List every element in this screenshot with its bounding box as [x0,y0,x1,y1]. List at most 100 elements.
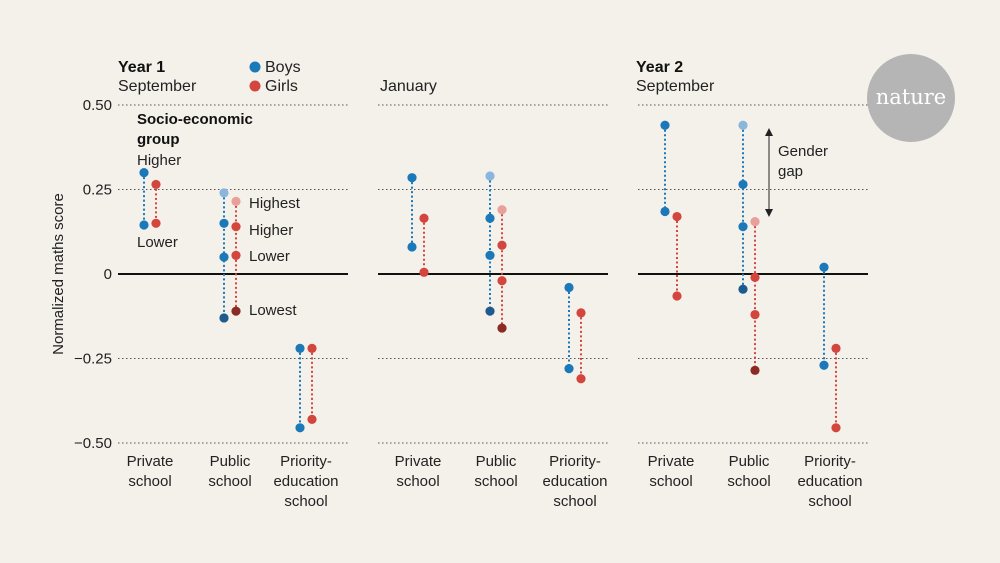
x-category-label: Priority-education school [797,453,862,510]
panel-1-subtitle: September [118,78,197,95]
x-category-label: Private school [395,453,442,490]
girls-point-higher [672,211,682,222]
boys-point-lowest [485,306,495,316]
x-category-label: Priority-education school [542,453,607,510]
x-category-label-line: Priority- [549,453,601,470]
girls-point-lower [831,423,841,433]
legend-girls-label: Girls [265,78,298,95]
boys-point-lower [819,360,829,370]
x-category-label: Priority-education school [273,453,338,510]
x-category-label-line: Private [127,453,174,470]
x-category-label-line: Priority- [280,453,332,470]
y-axis: Normalized maths score 0.50 0.25 0 −0.25 −0.… [50,97,112,452]
ses-group-title-line1: Socio-economic [137,111,253,128]
boys-point-higher [485,213,495,223]
ses-higher-label-public: Higher [249,222,293,239]
legend-boys-marker [249,61,261,73]
girls-point-highest [497,205,507,215]
ses-highest-label: Highest [249,195,301,212]
ses-lower-label: Lower [137,234,178,251]
y-tick-label: 0 [104,266,112,283]
boys-point-highest [738,120,748,130]
boys-point-higher [407,173,417,183]
girls-point-higher [831,343,841,353]
boys-point-lower [139,220,149,230]
y-tick-label: 0.50 [83,97,112,114]
nature-logo-circle [867,54,955,142]
x-category-label-line: Public [476,453,517,470]
gender-gap-label-line2: gap [778,163,803,180]
boys-point-higher [819,262,829,272]
x-category-label: Private school [127,453,174,490]
data-marks [139,120,841,433]
girls-point-higher [419,213,429,223]
x-category-label-line: school [396,473,439,490]
boys-point-highest [219,188,229,198]
boys-point-higher [738,179,748,190]
girls-point-highest [750,217,760,227]
ses-lower-label-public: Lower [249,248,290,265]
x-category-label-line: school [474,473,517,490]
x-category-label-line: school [553,493,596,510]
boys-point-lower [295,423,305,433]
x-category-label-line: school [208,473,251,490]
nature-logo-text: nature [876,85,946,109]
girls-point-higher [231,222,241,232]
boys-point-lower [738,222,748,232]
girls-point-higher [497,240,507,250]
ses-higher-label: Higher [137,152,181,169]
legend: Boys Girls [249,59,301,95]
x-category-label-line: school [649,473,692,490]
boys-point-lowest [738,284,748,294]
girls-point-highest [231,196,241,206]
girls-point-higher [151,179,161,190]
panel-1-title: Year 1 [118,59,165,76]
y-tick-label: 0.25 [83,182,112,199]
boys-point-lowest [219,313,229,323]
panel-3-title: Year 2 [636,59,683,76]
legend-boys-label: Boys [265,59,301,76]
girls-point-lowest [497,323,507,333]
x-category-label-line: education [797,473,862,490]
panel-3-subtitle: September [636,78,715,95]
boys-point-higher [295,343,305,353]
boys-point-highest [485,171,495,181]
y-tick-label: −0.50 [74,435,112,452]
x-category-label-line: school [727,473,770,490]
boys-point-lower [407,242,417,252]
x-category-label-line: education [273,473,338,490]
girls-point-lower [576,374,586,384]
boys-point-higher [139,168,149,178]
gender-gap-label-line1: Gender [778,143,828,160]
girls-point-lower [151,218,161,228]
y-tick-label: −0.25 [74,351,112,368]
x-category-label: Public school [208,453,251,490]
girls-point-lowest [750,365,760,375]
x-category-label-line: Public [210,453,251,470]
x-category-label-line: school [808,493,851,510]
girls-point-higher [307,343,317,353]
girls-point-lowest [231,306,241,316]
girls-point-higher [750,272,760,282]
gender-gap-arrowhead-bottom [765,209,773,217]
legend-girls-marker [249,80,261,92]
x-category-label-line: Private [395,453,442,470]
nature-logo: nature [867,54,955,142]
y-axis-label: Normalized maths score [50,193,67,355]
girls-point-lower [672,291,682,301]
x-category-label-line: Priority- [804,453,856,470]
x-category-label-line: education [542,473,607,490]
girls-point-lower [750,309,760,320]
boys-point-higher [660,120,670,130]
panel-2-subtitle: January [380,78,437,95]
girls-point-higher [576,308,586,318]
x-category-label-line: school [284,493,327,510]
boys-point-higher [564,282,574,293]
girls-point-lower [419,267,429,277]
boys-point-lower [564,364,574,374]
x-category-label: Private school [648,453,695,490]
ses-group-title-line2: group [137,131,180,148]
x-category-label-line: Private [648,453,695,470]
